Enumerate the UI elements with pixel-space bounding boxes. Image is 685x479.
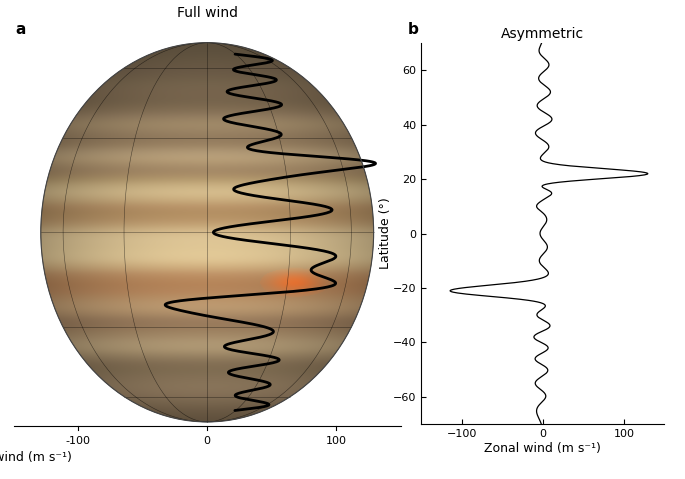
Title: Asymmetric: Asymmetric: [501, 26, 584, 41]
Text: -100: -100: [66, 436, 90, 446]
Y-axis label: Latitude (°): Latitude (°): [379, 198, 392, 269]
Text: Full wind: Full wind: [177, 6, 238, 20]
Text: Zonal wind (m s⁻¹): Zonal wind (m s⁻¹): [0, 451, 72, 464]
Text: 0: 0: [203, 436, 211, 446]
X-axis label: Zonal wind (m s⁻¹): Zonal wind (m s⁻¹): [484, 442, 601, 455]
Text: a: a: [15, 22, 25, 36]
Text: b: b: [408, 22, 419, 36]
Text: 100: 100: [326, 436, 347, 446]
Ellipse shape: [41, 43, 373, 422]
